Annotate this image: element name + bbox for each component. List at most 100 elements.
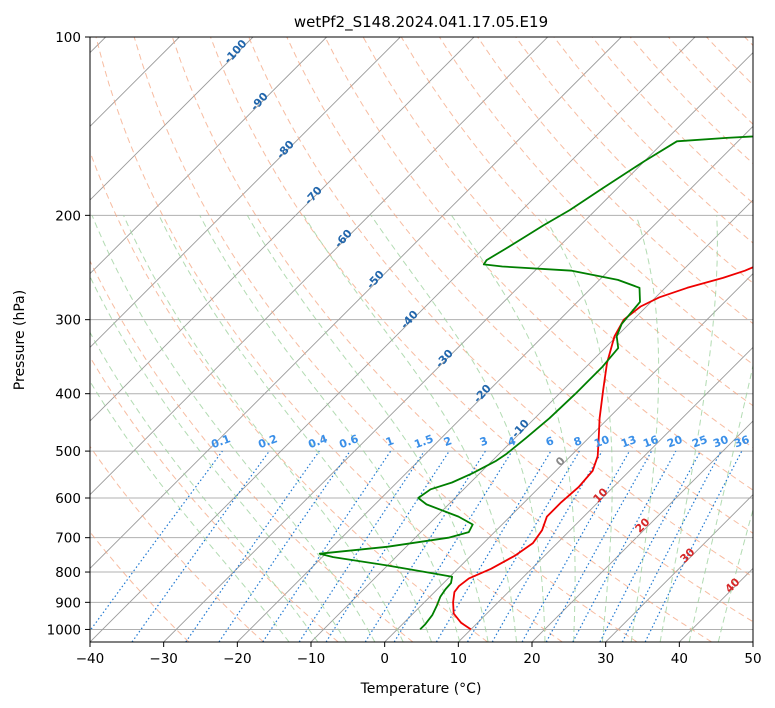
mixing-ratio-line [466, 450, 580, 642]
mixing-ratio-label: 25 [690, 433, 709, 450]
y-tick-label: 400 [55, 387, 81, 403]
moist-adiabat-label: 20 [633, 515, 653, 535]
mixing-ratio-line [262, 450, 392, 642]
mixing-ratio-line [545, 450, 653, 642]
y-tick-label: 700 [55, 531, 81, 547]
x-tick-label: 20 [523, 651, 540, 667]
dry-adiabat-line [324, 37, 753, 491]
mixing-ratio-line [521, 450, 631, 642]
plot-frame [89, 36, 754, 643]
dry-adiabat-label: -50 [364, 268, 387, 292]
dewpoint-profile-line [318, 135, 753, 631]
dry-adiabats [90, 37, 753, 642]
y-tick-label: 800 [55, 565, 81, 581]
isotherm-line [531, 420, 753, 642]
temperature-profile-line [452, 266, 753, 631]
y-tick-label: 200 [55, 208, 81, 224]
mixing-ratio-label: 0.1 [209, 432, 232, 451]
x-tick-label: 50 [744, 651, 761, 667]
dry-adiabat-line [90, 259, 414, 642]
moist-adiabat-line [158, 215, 432, 642]
moist-adiabat-line [717, 507, 753, 642]
chart-title: wetPf2_S148.2024.041.17.05.E19 [294, 13, 548, 32]
x-tick-label: −10 [297, 651, 326, 667]
moist-adiabat-line [90, 380, 290, 642]
mixing-ratio-lines [90, 450, 743, 642]
moist-adiabat-line [90, 275, 347, 642]
mixing-ratio-line [572, 450, 677, 642]
mixing-ratio-line [218, 450, 351, 642]
moist-adiabat-line [123, 215, 404, 642]
dry-adiabat-line [286, 37, 753, 534]
y-tick-label: 500 [55, 444, 81, 460]
adiabat-labels: -100-90-80-70-60-50-40-30-20-100.1 0.2 0.4… [209, 37, 751, 596]
isotherm-line [310, 199, 753, 642]
dry-adiabat-line [744, 37, 753, 47]
mixing-ratio-label: 4 [506, 434, 518, 449]
dry-adiabat-line [90, 445, 264, 642]
isotherm-line [90, 37, 475, 422]
mixing-ratio-line [90, 450, 223, 632]
dry-adiabat-line [90, 531, 190, 642]
mixing-ratio-line [599, 450, 702, 642]
moist-adiabat-line [659, 215, 718, 642]
mixing-ratio-label: 6 [544, 434, 556, 449]
dry-adiabat-label: -30 [433, 347, 456, 371]
isotherm-line [90, 37, 548, 496]
dry-adiabat-line [248, 37, 753, 578]
mixing-ratio-label: 0.6 [337, 432, 360, 451]
mixing-ratio-label: 30 [711, 433, 730, 451]
isotherm-line [605, 494, 753, 642]
mixing-ratio-line [185, 450, 320, 642]
dry-adiabat-line [133, 37, 638, 642]
y-axis: 100 200 300 400 500 600 700 800 900 1000 [47, 30, 90, 638]
x-tick-label: −30 [149, 651, 178, 667]
mixing-ratio-line [644, 450, 743, 642]
mixing-ratio-label: 10 [592, 433, 611, 451]
x-axis-label: Temperature (°C) [360, 681, 482, 697]
isotherm-line [458, 346, 753, 642]
isotherm-line [237, 125, 753, 642]
x-tick-label: 10 [450, 651, 467, 667]
moist-adiabat-label: 30 [678, 545, 698, 565]
moist-adiabat-label: 40 [723, 575, 743, 595]
moist-adiabat-line [303, 215, 517, 642]
y-tick-label: 600 [55, 491, 81, 507]
mixing-ratio-label: 16 [641, 433, 660, 451]
dry-adiabat-line [515, 37, 753, 284]
isotherm-line [90, 37, 327, 275]
dry-adiabat-line [90, 150, 488, 642]
x-axis: −40 −30 −20 −10 0 10 20 30 40 50 [76, 642, 762, 667]
moist-adiabat-line [542, 215, 613, 642]
moist-adiabat-line [630, 215, 660, 642]
mixing-ratio-label: 3 [478, 434, 490, 449]
dry-adiabat-label: -20 [471, 382, 494, 406]
moist-adiabat-line [91, 215, 376, 642]
x-tick-label: −20 [223, 651, 252, 667]
y-axis-label: Pressure (hPa) [12, 290, 28, 390]
y-tick-label: 100 [55, 30, 81, 46]
moist-adiabat-line [246, 215, 489, 642]
moist-adiabat-line [451, 215, 576, 642]
mixing-ratio-label: 8 [572, 434, 584, 449]
dry-adiabat-line [95, 37, 563, 642]
dry-adiabat-label: -90 [248, 90, 271, 114]
moist-adiabat-label: 10 [591, 485, 611, 505]
isotherm-line [384, 273, 753, 642]
plot-area: -100-90-80-70-60-50-40-30-20-100.1 0.2 0.4… [90, 37, 753, 642]
pressure-gridlines [90, 37, 753, 630]
mixing-ratio-label: 13 [619, 433, 638, 450]
x-tick-label: 0 [380, 651, 389, 667]
mixing-ratio-line [131, 450, 270, 642]
mixing-ratio-label: 1.5 [412, 432, 435, 451]
moist-adiabat-line [370, 215, 546, 642]
isotherm-line [163, 52, 753, 642]
isotherm-line [90, 37, 696, 642]
x-tick-label: 30 [597, 651, 614, 667]
isotherms [90, 37, 753, 642]
mixing-ratio-label: 2 [442, 434, 454, 449]
isotherm-line [90, 37, 401, 348]
dry-adiabat-line [210, 37, 753, 623]
mixing-ratio-label: 20 [665, 433, 684, 451]
